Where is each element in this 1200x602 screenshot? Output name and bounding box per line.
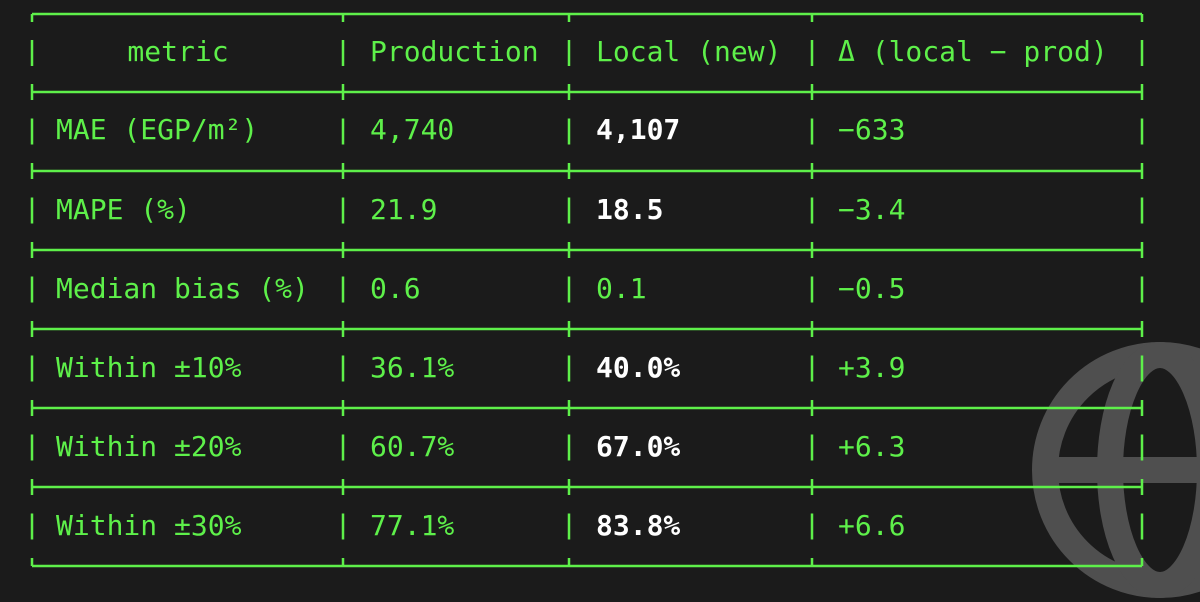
cell: MAPE (%) <box>56 193 191 226</box>
header-cell: metric <box>127 35 228 68</box>
cell: +6.3 <box>838 430 905 463</box>
cell: 67.0% <box>596 430 680 463</box>
cell: 83.8% <box>596 509 680 542</box>
header-cell: Δ (local − prod) <box>838 35 1108 68</box>
header-cell: Production <box>370 35 539 68</box>
table-borders <box>30 12 1144 568</box>
cell: −0.5 <box>838 272 905 305</box>
cell: +6.6 <box>838 509 905 542</box>
cell: −633 <box>838 113 905 146</box>
cell: 36.1% <box>370 351 454 384</box>
cell: Within ±10% <box>56 351 242 384</box>
globe-watermark <box>1032 342 1200 598</box>
cell: 18.5 <box>596 193 663 226</box>
header-cell: Local (new) <box>596 35 781 68</box>
cell: MAE (EGP/m²) <box>56 113 258 146</box>
cell: −3.4 <box>838 193 905 226</box>
cell: 0.1 <box>596 272 647 305</box>
cell: Within ±20% <box>56 430 242 463</box>
cell: 4,740 <box>370 113 454 146</box>
cell: Median bias (%) <box>56 272 309 305</box>
cell: 77.1% <box>370 509 454 542</box>
cell: 4,107 <box>596 113 680 146</box>
cell: 40.0% <box>596 351 680 384</box>
cell: 21.9 <box>370 193 437 226</box>
cell: 0.6 <box>370 272 421 305</box>
cell: +3.9 <box>838 351 905 384</box>
cell: Within ±30% <box>56 509 242 542</box>
cell: 60.7% <box>370 430 454 463</box>
